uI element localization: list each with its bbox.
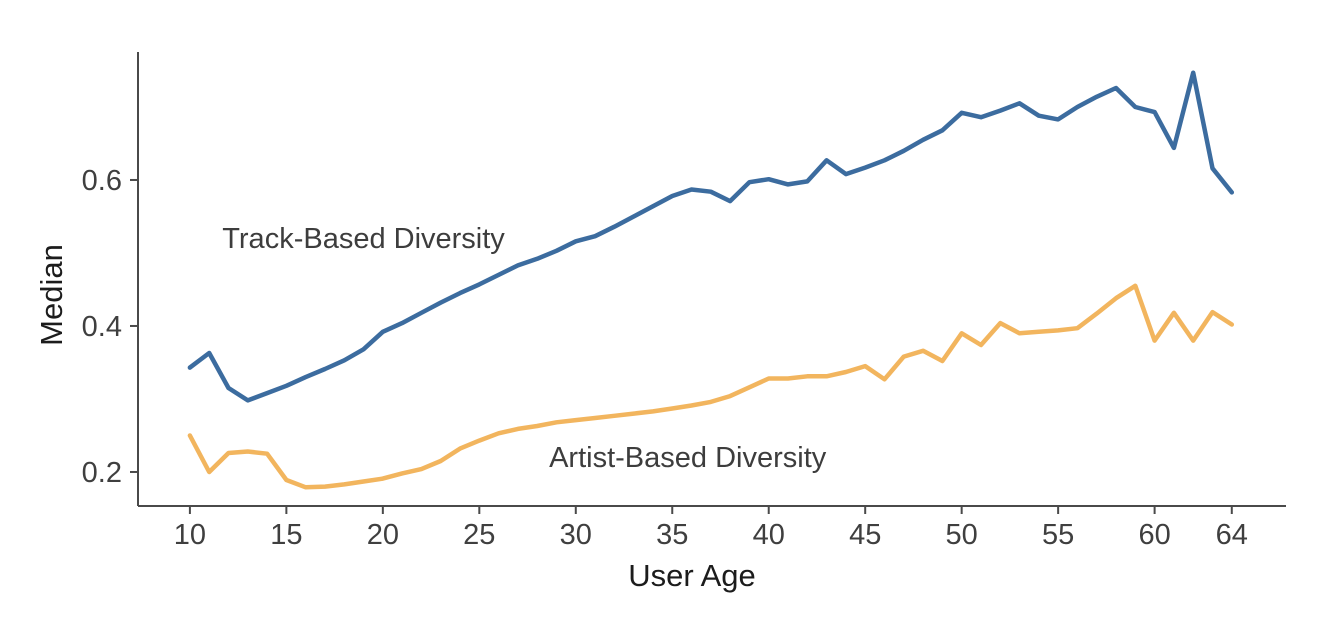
x-tick-label: 10	[174, 519, 206, 551]
x-tick-label: 60	[1138, 519, 1170, 551]
series-annotation: Track-Based Diversity	[222, 223, 505, 255]
x-tick-label: 55	[1042, 519, 1074, 551]
x-tick-label: 25	[463, 519, 495, 551]
series-line-artist-based-diversity	[187, 283, 1235, 490]
series-annotation: Artist-Based Diversity	[549, 442, 827, 474]
y-tick-label: 0.2	[82, 457, 122, 489]
x-tick-label: 50	[946, 519, 978, 551]
series-line-track-based-diversity	[187, 70, 1235, 403]
y-tick-label: 0.4	[82, 311, 122, 343]
x-tick-label: 15	[270, 519, 302, 551]
y-axis-title: Median	[34, 244, 69, 346]
x-tick-label: 30	[560, 519, 592, 551]
x-tick-label: 64	[1216, 519, 1248, 551]
x-tick-label: 35	[656, 519, 688, 551]
x-tick-label: 20	[367, 519, 399, 551]
y-tick-label: 0.6	[82, 165, 122, 197]
x-tick-label: 45	[849, 519, 881, 551]
x-tick-label: 40	[753, 519, 785, 551]
x-axis-title: User Age	[628, 558, 756, 593]
